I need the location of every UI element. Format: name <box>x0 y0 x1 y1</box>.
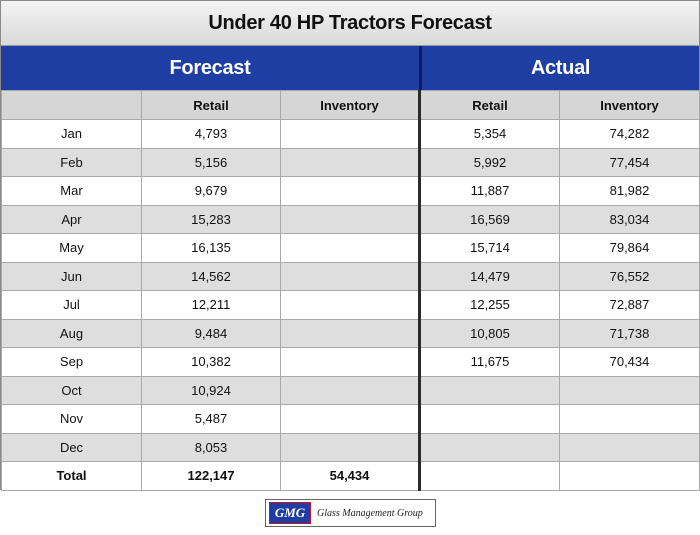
cell-forecast-retail: 10,924 <box>141 375 281 405</box>
cell-actual-inventory: 79,864 <box>559 233 700 263</box>
cell-month: Apr <box>1 204 142 234</box>
actual-group-header: Actual <box>422 46 699 91</box>
cell-forecast-inventory <box>280 147 420 177</box>
cell-month: Feb <box>1 147 142 177</box>
cell-actual-inventory: 83,034 <box>559 204 700 234</box>
table-row: Mar 9,679 11,887 81,982 <box>1 176 700 206</box>
forecast-group-header: Forecast <box>1 46 419 91</box>
cell-actual-retail: 5,992 <box>418 147 560 177</box>
table-row: Jan 4,793 5,354 74,282 <box>1 119 700 149</box>
total-actual-retail <box>418 461 560 491</box>
cell-actual-retail: 15,714 <box>418 233 560 263</box>
column-header-actual-retail: Retail <box>418 90 560 120</box>
cell-actual-retail: 5,354 <box>418 119 560 149</box>
cell-month: Jun <box>1 261 142 291</box>
total-row: Total 122,147 54,434 <box>1 461 700 491</box>
total-label: Total <box>1 461 142 491</box>
cell-forecast-retail: 5,487 <box>141 404 281 434</box>
cell-actual-retail: 10,805 <box>418 318 560 348</box>
cell-forecast-inventory <box>280 176 420 206</box>
cell-month: Aug <box>1 318 142 348</box>
cell-forecast-retail: 4,793 <box>141 119 281 149</box>
cell-month: Sep <box>1 347 142 377</box>
cell-forecast-retail: 15,283 <box>141 204 281 234</box>
cell-forecast-inventory <box>280 261 420 291</box>
table-row: Feb 5,156 5,992 77,454 <box>1 147 700 177</box>
cell-forecast-inventory <box>280 204 420 234</box>
cell-actual-inventory: 74,282 <box>559 119 700 149</box>
total-forecast-inventory: 54,434 <box>280 461 420 491</box>
cell-month: Mar <box>1 176 142 206</box>
cell-forecast-inventory <box>280 119 420 149</box>
cell-forecast-retail: 9,484 <box>141 318 281 348</box>
table-row: Jul 12,211 12,255 72,887 <box>1 290 700 320</box>
table-row: Dec 8,053 <box>1 432 700 462</box>
logo-name: Glass Management Group <box>317 507 423 519</box>
cell-actual-inventory: 76,552 <box>559 261 700 291</box>
table-row: Aug 9,484 10,805 71,738 <box>1 318 700 348</box>
data-table: Retail Inventory Retail Inventory Jan 4,7… <box>1 90 700 491</box>
cell-forecast-retail: 5,156 <box>141 147 281 177</box>
cell-forecast-retail: 10,382 <box>141 347 281 377</box>
cell-actual-inventory: 77,454 <box>559 147 700 177</box>
cell-actual-inventory <box>559 404 700 434</box>
cell-actual-inventory <box>559 375 700 405</box>
page-title: Under 40 HP Tractors Forecast <box>1 1 699 46</box>
cell-forecast-retail: 12,211 <box>141 290 281 320</box>
column-header-forecast-inventory: Inventory <box>280 90 420 120</box>
column-header-month <box>1 90 142 120</box>
cell-forecast-inventory <box>280 432 420 462</box>
cell-actual-retail: 16,569 <box>418 204 560 234</box>
column-header-actual-inventory: Inventory <box>559 90 700 120</box>
cell-actual-inventory: 70,434 <box>559 347 700 377</box>
cell-month: Oct <box>1 375 142 405</box>
cell-forecast-retail: 9,679 <box>141 176 281 206</box>
cell-month: Jan <box>1 119 142 149</box>
cell-actual-retail: 12,255 <box>418 290 560 320</box>
cell-actual-inventory <box>559 432 700 462</box>
cell-actual-inventory: 72,887 <box>559 290 700 320</box>
cell-month: Nov <box>1 404 142 434</box>
cell-actual-retail <box>418 432 560 462</box>
cell-forecast-inventory <box>280 347 420 377</box>
cell-forecast-inventory <box>280 375 420 405</box>
table-row: Sep 10,382 11,675 70,434 <box>1 347 700 377</box>
total-forecast-retail: 122,147 <box>141 461 281 491</box>
cell-actual-retail: 14,479 <box>418 261 560 291</box>
forecast-table-panel: Under 40 HP Tractors Forecast Forecast A… <box>0 0 700 491</box>
cell-forecast-inventory <box>280 233 420 263</box>
cell-month: May <box>1 233 142 263</box>
cell-forecast-retail: 16,135 <box>141 233 281 263</box>
table-row: May 16,135 15,714 79,864 <box>1 233 700 263</box>
cell-actual-retail: 11,675 <box>418 347 560 377</box>
cell-actual-retail: 11,887 <box>418 176 560 206</box>
cell-month: Jul <box>1 290 142 320</box>
cell-forecast-inventory <box>280 404 420 434</box>
cell-forecast-retail: 8,053 <box>141 432 281 462</box>
cell-actual-retail <box>418 375 560 405</box>
column-header-forecast-retail: Retail <box>141 90 281 120</box>
cell-forecast-inventory <box>280 318 420 348</box>
logo-mark: GMG <box>269 502 311 524</box>
cell-actual-inventory: 81,982 <box>559 176 700 206</box>
table-row: Nov 5,487 <box>1 404 700 434</box>
company-logo: GMG Glass Management Group <box>265 499 436 527</box>
group-divider <box>419 46 422 90</box>
cell-forecast-inventory <box>280 290 420 320</box>
table-row: Apr 15,283 16,569 83,034 <box>1 204 700 234</box>
cell-actual-retail <box>418 404 560 434</box>
column-header-row: Retail Inventory Retail Inventory <box>1 90 700 120</box>
total-actual-inventory <box>559 461 700 491</box>
cell-actual-inventory: 71,738 <box>559 318 700 348</box>
cell-forecast-retail: 14,562 <box>141 261 281 291</box>
cell-month: Dec <box>1 432 142 462</box>
table-row: Jun 14,562 14,479 76,552 <box>1 261 700 291</box>
table-row: Oct 10,924 <box>1 375 700 405</box>
